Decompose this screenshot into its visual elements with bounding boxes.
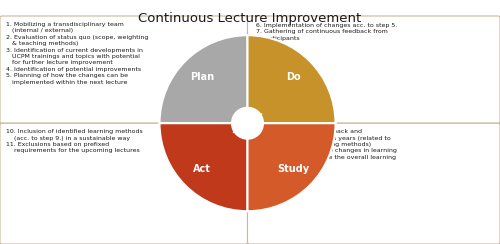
Wedge shape [248, 123, 336, 211]
Circle shape [232, 107, 264, 139]
Text: Do: Do [286, 72, 300, 82]
Text: Continuous Lecture Improvement: Continuous Lecture Improvement [138, 12, 362, 25]
FancyBboxPatch shape [248, 16, 500, 123]
Text: 6. Implementation of changes acc. to step 5.
7. Gathering of continuous feedback: 6. Implementation of changes acc. to ste… [256, 23, 397, 41]
FancyBboxPatch shape [248, 123, 500, 244]
Wedge shape [248, 35, 336, 123]
Text: 8. Analysis of given feedback and
   comparison to previous years (related to
  : 8. Analysis of given feedback and compar… [256, 129, 396, 166]
Text: Study: Study [277, 164, 310, 174]
Text: 1. Mobilizing a transdisciplinary team
   (internal / external)
2. Evaluation of: 1. Mobilizing a transdisciplinary team (… [6, 22, 148, 85]
Text: 10. Inclusion of identified learning methods
    (acc. to step 9.) in a sustaina: 10. Inclusion of identified learning met… [6, 129, 143, 153]
FancyBboxPatch shape [0, 123, 248, 244]
FancyBboxPatch shape [0, 16, 248, 123]
Text: Act: Act [193, 164, 210, 174]
Wedge shape [160, 123, 248, 211]
Wedge shape [160, 35, 248, 123]
Text: Plan: Plan [190, 72, 214, 82]
